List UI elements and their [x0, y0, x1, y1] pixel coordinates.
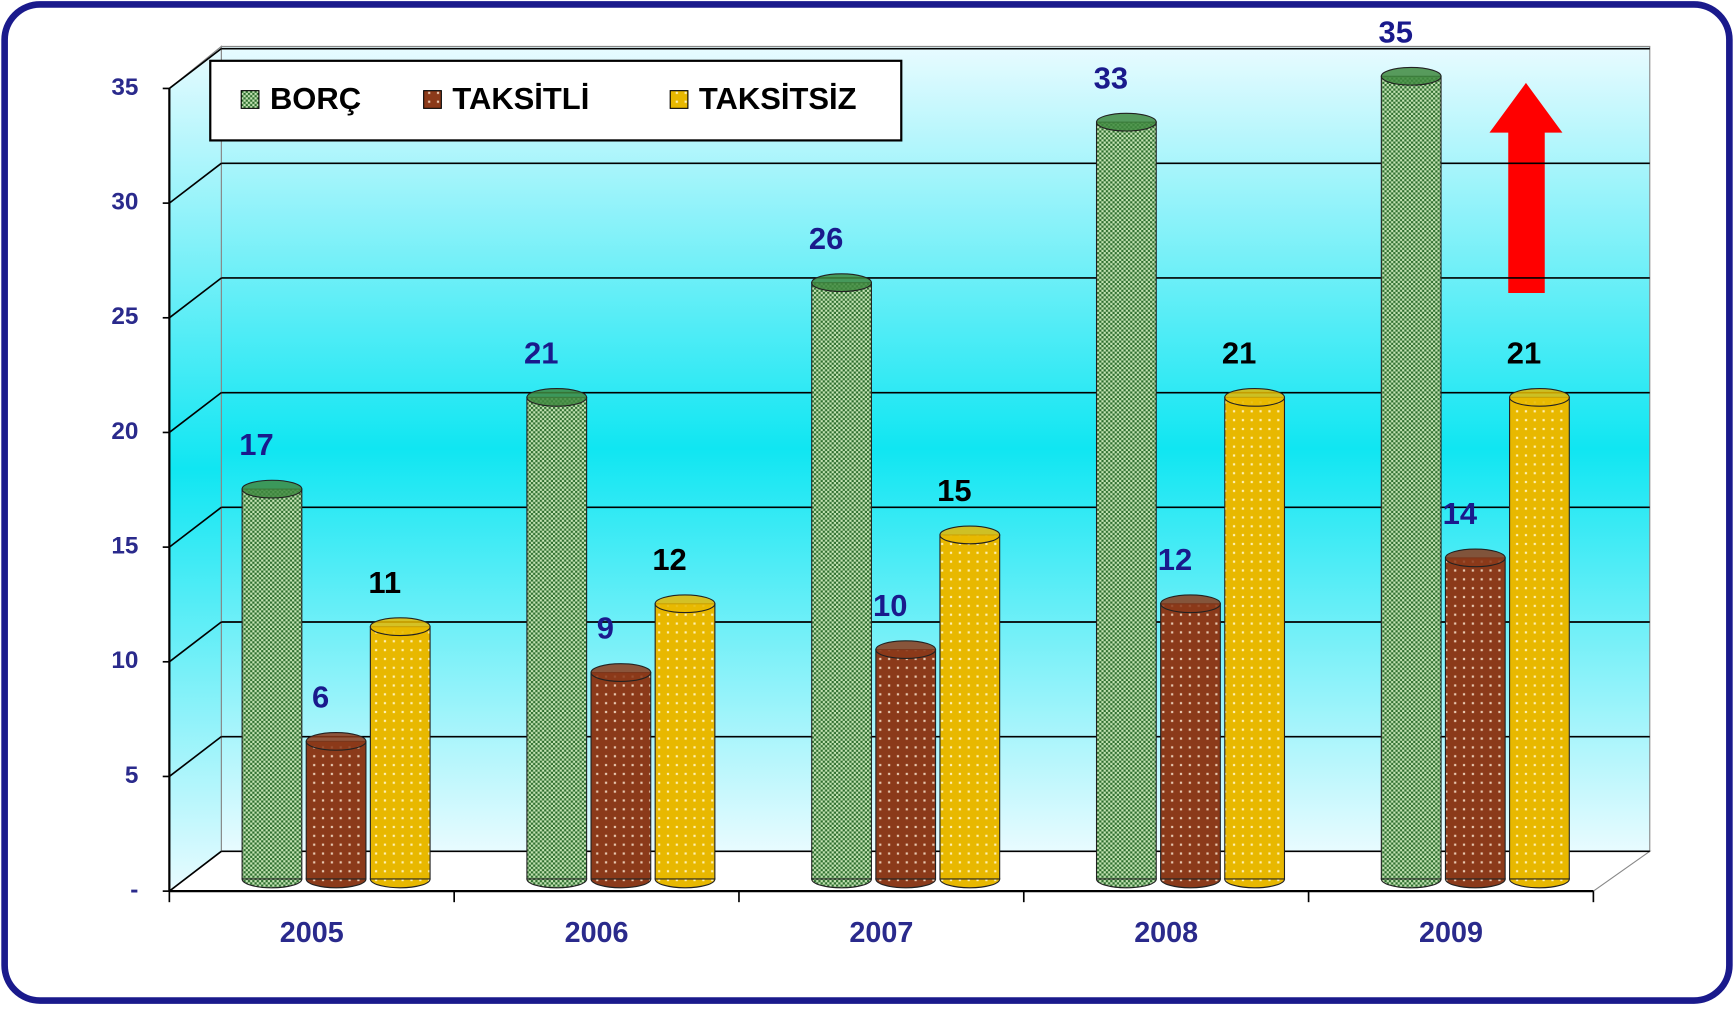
- y-tick-label: 10: [111, 647, 138, 674]
- value-label: 14: [1443, 496, 1478, 531]
- bar-top: [1509, 387, 1570, 407]
- bar: [1224, 396, 1286, 880]
- legend-swatch: [669, 90, 689, 109]
- legend-swatch: [240, 90, 260, 109]
- legend-swatch: [423, 90, 442, 109]
- arrow: [1489, 82, 1563, 293]
- bar: [875, 649, 937, 880]
- bar-top: [241, 479, 303, 499]
- value-label: 11: [368, 565, 401, 600]
- bar: [939, 534, 1001, 880]
- bar-top: [811, 273, 872, 293]
- bar-top: [1224, 387, 1286, 407]
- bar-top: [1444, 548, 1506, 568]
- bar-top: [939, 525, 1001, 545]
- bar-top: [875, 640, 937, 660]
- x-tick-label: 2007: [849, 917, 913, 949]
- x-tick-label: 2005: [280, 917, 344, 949]
- value-label: 21: [1222, 336, 1256, 371]
- value-label: 33: [1094, 60, 1128, 95]
- bar-top: [369, 617, 431, 637]
- bar-top: [1380, 66, 1442, 86]
- bar: [1380, 75, 1442, 880]
- bar: [811, 282, 872, 880]
- grid-line: [168, 391, 222, 434]
- bar: [241, 488, 303, 880]
- y-tick-label: 20: [111, 418, 138, 445]
- value-label: 10: [873, 588, 907, 623]
- value-label: 12: [1158, 542, 1192, 577]
- bar: [369, 626, 431, 880]
- y-tick-label: 15: [111, 533, 138, 560]
- value-label: 9: [597, 611, 614, 646]
- x-tick-label: 2008: [1134, 917, 1198, 949]
- bar-top: [1160, 594, 1221, 614]
- value-label: 26: [809, 221, 843, 256]
- bar: [590, 672, 652, 880]
- legend-label: TAKSİTLİ: [452, 81, 589, 116]
- y-tick-label: 5: [125, 762, 139, 789]
- grid-line: [168, 735, 222, 778]
- y-tick-label: 35: [111, 74, 138, 101]
- grid-line: [168, 850, 222, 892]
- bar: [305, 740, 367, 880]
- value-label: 15: [937, 473, 971, 508]
- y-tick-label: 25: [111, 303, 138, 330]
- value-label: 17: [239, 427, 273, 462]
- grid-line: [168, 621, 222, 663]
- side-wall: [168, 45, 222, 893]
- x-tick-label: 2006: [565, 917, 629, 949]
- bar-top: [305, 731, 367, 751]
- y-tick-label: -: [130, 877, 138, 904]
- grid-line: [168, 162, 222, 204]
- bar: [526, 396, 588, 880]
- bar: [1160, 603, 1221, 880]
- grid-line: [168, 277, 222, 319]
- bar: [654, 603, 716, 880]
- value-label: 21: [524, 336, 558, 371]
- bar-top: [1095, 112, 1157, 132]
- value-label: 35: [1378, 14, 1412, 49]
- bar-top: [526, 387, 588, 407]
- bar: [1095, 121, 1157, 880]
- grid-line: [168, 506, 222, 548]
- grid-line: [168, 47, 222, 90]
- bar-top: [590, 663, 652, 682]
- bar: [1509, 396, 1570, 880]
- bar: [1444, 557, 1506, 880]
- y-tick-label: 30: [111, 189, 138, 216]
- legend-label: BORÇ: [270, 81, 361, 116]
- value-label: 12: [652, 542, 686, 577]
- legend-label: TAKSİTSİZ: [699, 81, 857, 116]
- value-label: 6: [312, 680, 329, 715]
- legend: [209, 59, 903, 142]
- value-label: 21: [1507, 336, 1541, 371]
- bar-top: [654, 594, 716, 614]
- x-tick-label: 2009: [1419, 917, 1483, 949]
